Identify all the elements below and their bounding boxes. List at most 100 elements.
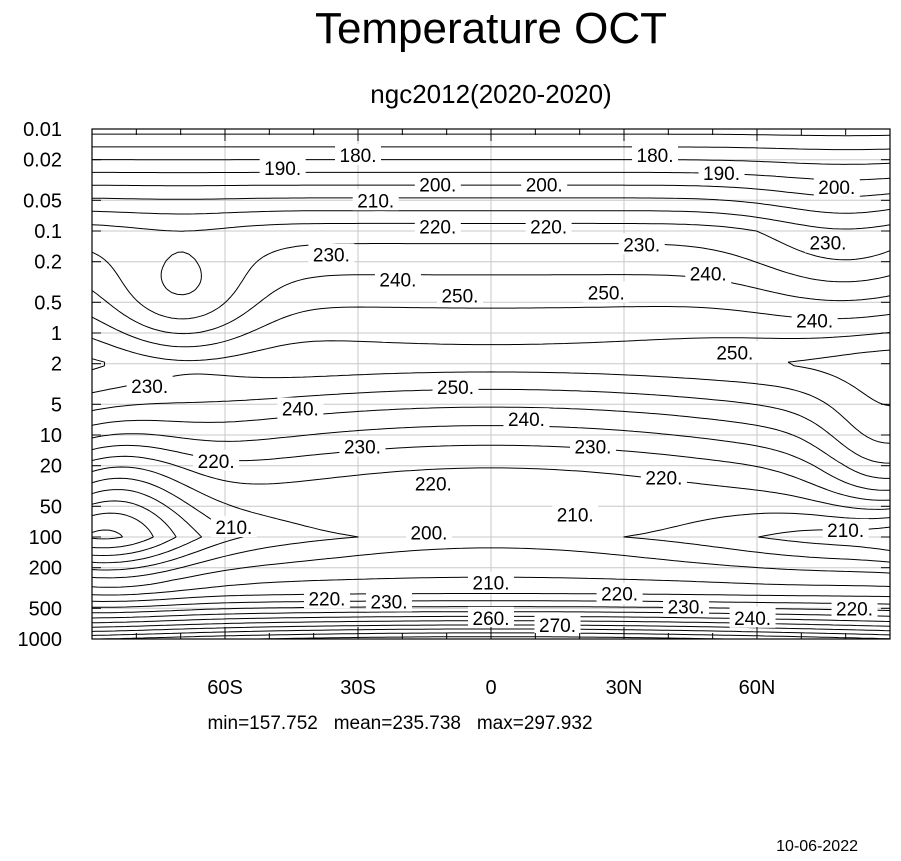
contour-label: 240.	[690, 264, 727, 285]
contour-label-bg	[596, 582, 643, 604]
y-tick-label: 20	[40, 456, 62, 478]
contour-label-bg	[640, 466, 687, 488]
contour-label: 240.	[734, 609, 771, 630]
x-tick-label: 60S	[207, 677, 243, 699]
contour-label-bg	[468, 606, 514, 628]
chart-title: Temperature OCT	[315, 4, 667, 53]
contour-label-bg	[366, 590, 413, 612]
contour-label-bg	[525, 215, 572, 237]
contour-label: 230.	[574, 438, 611, 459]
contour-label-bg	[583, 281, 630, 303]
contour-label: 240.	[796, 311, 833, 332]
y-tick-label: 100	[29, 527, 62, 549]
contour-label: 260.	[473, 609, 510, 630]
y-axis: 0.01 0.02 0.05 0.1 0.2 0.5 1 2 5 10 20 50 100 200 500 1…	[18, 119, 890, 651]
contour-label: 240.	[379, 271, 416, 292]
contour-label-bg	[210, 516, 257, 538]
y-tick-label: 0.1	[34, 221, 62, 243]
contour-label-bg	[831, 597, 878, 619]
contour-label-bg	[432, 376, 479, 398]
contour-label-bg	[414, 173, 461, 195]
contour-label-bg	[632, 144, 679, 166]
y-tick-label: 0.05	[23, 190, 62, 212]
contour-label: 210.	[827, 521, 864, 542]
contour-label: 240.	[282, 400, 319, 421]
y-tick-label: 1000	[18, 629, 63, 651]
contour-label: 210.	[473, 574, 510, 595]
contour-label: 230.	[313, 246, 350, 267]
contour-label: 210.	[557, 505, 594, 526]
contour-label-bg	[804, 231, 851, 253]
contour-label: 230.	[668, 597, 705, 618]
contour-label: 200.	[818, 178, 855, 199]
contour-label-bg	[534, 614, 581, 636]
contour-label: 220.	[645, 468, 682, 489]
contour-label-bg	[468, 571, 514, 593]
contour-label: 210.	[215, 518, 252, 539]
contour-label-bg	[436, 284, 483, 306]
y-tick-label: 2	[51, 354, 62, 376]
contour-label: 250.	[716, 343, 753, 364]
contour-label-bg	[618, 233, 665, 255]
contour-label: 220.	[836, 599, 873, 620]
contour-label-bg	[126, 374, 173, 396]
y-tick-label: 10	[40, 425, 62, 447]
contour-label: 190.	[264, 159, 301, 180]
contour-label-bg	[813, 175, 860, 197]
contour-label-bg	[414, 215, 461, 237]
contour-label: 250.	[588, 283, 625, 304]
contour-label-bg	[405, 521, 452, 543]
contour-label-bg	[277, 397, 324, 419]
contour-label: 250.	[437, 378, 474, 399]
contour-label-bg	[374, 268, 421, 290]
contour-label-bg	[822, 518, 869, 540]
x-tick-label: 60N	[739, 677, 776, 699]
contour-line-235	[91, 274, 891, 608]
contour-label: 220.	[530, 217, 567, 238]
contour-label: 230.	[131, 377, 168, 398]
contour-label-bg	[352, 189, 399, 211]
contour-label: 190.	[703, 164, 740, 185]
contour-label: 200.	[419, 175, 456, 196]
contour-line-270	[100, 632, 891, 640]
contour-label-bg	[410, 472, 457, 494]
contour-label-bg	[791, 309, 838, 331]
y-tick-label: 200	[29, 558, 62, 580]
contour-label: 200.	[410, 523, 447, 544]
chart-subtitle: ngc2012(2020-2020)	[370, 79, 611, 109]
y-tick-label: 0.5	[34, 292, 62, 314]
y-tick-label: 5	[51, 394, 62, 416]
x-tick-label: 30S	[340, 677, 376, 699]
contour-label: 210.	[357, 191, 394, 212]
contour-label: 220.	[601, 585, 638, 606]
contour-label-bg	[552, 503, 599, 525]
contour-label-bg	[335, 144, 381, 166]
contour-label-bg	[698, 161, 745, 183]
contour-label: 180.	[637, 146, 674, 167]
contour-label-bg	[308, 243, 355, 265]
contour-label-bg	[521, 173, 568, 195]
y-tick-label: 0.02	[23, 150, 62, 172]
contour-label: 220.	[415, 475, 452, 496]
contour-line-265	[92, 628, 891, 636]
grid-lines	[92, 128, 890, 640]
contour-label-bg	[339, 435, 386, 457]
y-tick-label: 500	[29, 598, 62, 620]
contour-labels: 180. 180. 190. 190. 200. 200. 200. 210. 220. 220.…	[126, 144, 878, 637]
y-tick-label: 50	[40, 496, 62, 518]
contour-label: 230.	[371, 593, 408, 614]
contour-label: 230.	[344, 438, 381, 459]
contour-label: 220.	[419, 217, 456, 238]
contour-label-bg	[503, 408, 550, 430]
x-axis: 60S 30S 0 30N 60N	[135, 129, 847, 699]
contour-label-bg	[729, 606, 776, 628]
x-tick-label: 30N	[606, 677, 643, 699]
contour-line-250	[91, 349, 891, 624]
stats-line: min=157.752 mean=235.738 max=297.932	[207, 713, 592, 734]
contour-label-bg	[569, 435, 616, 457]
contour-label: 230.	[809, 234, 846, 255]
y-tick-label: 1	[51, 323, 62, 345]
contour-label-bg	[259, 156, 306, 178]
contour-label: 250.	[441, 287, 478, 308]
